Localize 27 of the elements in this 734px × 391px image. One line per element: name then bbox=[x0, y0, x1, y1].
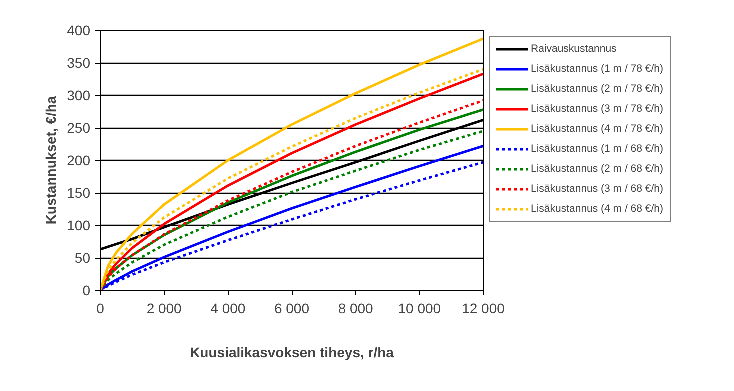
legend-label: Raivauskustannus bbox=[531, 43, 617, 55]
x-tick-label: 0 bbox=[96, 300, 105, 316]
x-axis-title: Kuusialikasvoksen tiheys, r/ha bbox=[190, 344, 394, 360]
y-tick-label: 350 bbox=[67, 55, 91, 71]
y-tick-label: 50 bbox=[74, 250, 91, 266]
legend-label: Lisäkustannus (1 m / 68 €/h) bbox=[531, 143, 664, 155]
legend-label: Lisäkustannus (4 m / 68 €/h) bbox=[531, 203, 664, 215]
x-tick-label: 12 000 bbox=[462, 300, 506, 316]
y-tick-label: 0 bbox=[82, 282, 91, 298]
y-tick-label: 100 bbox=[67, 218, 91, 234]
legend-label: Lisäkustannus (4 m / 78 €/h) bbox=[531, 123, 664, 135]
x-tick-label: 8 000 bbox=[338, 300, 374, 316]
y-tick-label: 200 bbox=[67, 152, 91, 168]
y-axis-title: Kustannukset, €/ha bbox=[43, 96, 60, 225]
x-tick-label: 2 000 bbox=[146, 300, 182, 316]
legend-label: Lisäkustannus (3 m / 68 €/h) bbox=[531, 183, 664, 195]
legend-label: Lisäkustannus (2 m / 68 €/h) bbox=[531, 163, 664, 175]
legend-label: Lisäkustannus (1 m / 78 €/h) bbox=[531, 63, 664, 75]
legend-label: Lisäkustannus (3 m / 78 €/h) bbox=[531, 103, 664, 115]
y-tick-label: 250 bbox=[67, 120, 91, 136]
y-tick-label: 150 bbox=[67, 185, 91, 201]
x-tick-label: 4 000 bbox=[210, 300, 246, 316]
y-tick-label: 300 bbox=[67, 88, 91, 104]
y-tick-label: 400 bbox=[67, 22, 91, 38]
legend-label: Lisäkustannus (2 m / 78 €/h) bbox=[531, 83, 664, 95]
x-tick-label: 6 000 bbox=[274, 300, 310, 316]
x-tick-label: 10 000 bbox=[398, 300, 442, 316]
